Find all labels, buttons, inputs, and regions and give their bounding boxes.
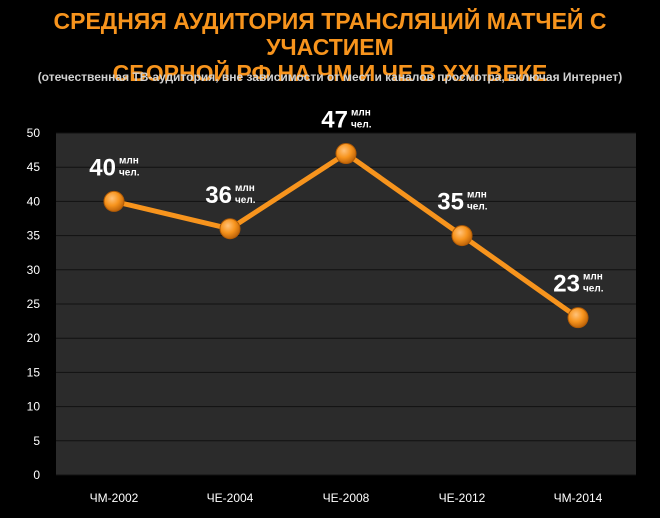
gridlines	[56, 132, 636, 476]
y-tick-label: 40	[27, 194, 41, 208]
data-point	[103, 190, 125, 212]
data-label-unit: млн	[119, 155, 139, 166]
y-tick-label: 20	[27, 331, 41, 345]
data-point	[567, 307, 589, 329]
data-label-unit: млн	[235, 183, 255, 194]
data-point	[219, 218, 241, 240]
data-label-unit: чел.	[351, 120, 372, 131]
x-axis-ticks: ЧМ-2002 ЧЕ-2004 ЧЕ-2008 ЧЕ-2012 ЧМ-2014	[90, 491, 603, 505]
x-tick-label: ЧЕ-2004	[207, 491, 254, 505]
y-tick-label: 15	[27, 365, 41, 379]
data-label-unit: чел.	[119, 167, 140, 178]
y-tick-label: 35	[27, 229, 41, 243]
x-tick-label: ЧМ-2002	[90, 491, 139, 505]
chart-title: СРЕДНЯЯ АУДИТОРИЯ ТРАНСЛЯЦИЙ МАТЧЕЙ С УЧ…	[53, 8, 607, 86]
data-label-value: 23	[553, 271, 580, 298]
y-tick-label: 5	[33, 434, 40, 448]
x-tick-label: ЧЕ-2012	[439, 491, 486, 505]
data-label-unit: чел.	[235, 195, 256, 206]
data-label-value: 47	[321, 107, 348, 134]
data-label-unit: млн	[583, 272, 603, 283]
y-tick-label: 0	[33, 468, 40, 482]
x-tick-label: ЧМ-2014	[554, 491, 603, 505]
data-label-value: 40	[89, 154, 116, 181]
series-points	[103, 143, 589, 329]
data-point	[451, 225, 473, 247]
y-tick-label: 30	[27, 263, 41, 277]
data-label-unit: млн	[467, 190, 487, 201]
y-tick-label: 50	[27, 126, 41, 140]
y-tick-label: 25	[27, 297, 41, 311]
y-tick-label: 10	[27, 400, 41, 414]
data-point	[335, 143, 357, 165]
data-label-value: 35	[437, 189, 464, 216]
chart-subtitle: (отечественная ТВ-аудитория, вне зависим…	[37, 70, 623, 84]
x-tick-label: ЧЕ-2008	[323, 491, 370, 505]
data-label-unit: чел.	[583, 284, 604, 295]
data-label-unit: млн	[351, 108, 371, 119]
y-axis-ticks: 0 5 10 15 20 25 30 35 40 45 50	[27, 126, 41, 482]
data-label-value: 36	[205, 182, 232, 209]
y-tick-label: 45	[27, 160, 41, 174]
data-label-unit: чел.	[467, 202, 488, 213]
